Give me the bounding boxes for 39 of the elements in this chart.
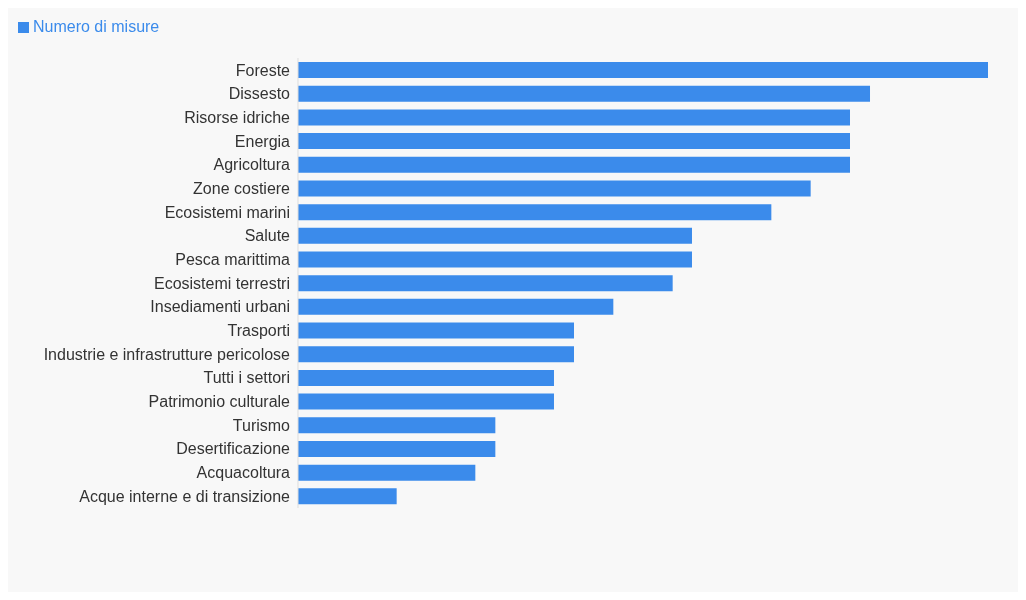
legend-label: Numero di misure — [33, 18, 160, 35]
bar — [298, 369, 554, 386]
y-tick-label: Ecosistemi terrestri — [153, 274, 290, 292]
bar — [298, 393, 554, 410]
y-tick-label: Turismo — [232, 416, 291, 434]
bar — [298, 440, 496, 457]
y-tick-label: Foreste — [235, 61, 291, 79]
y-tick-label: Energia — [234, 132, 291, 150]
y-tick-label: Risorse idriche — [184, 108, 291, 126]
bar — [298, 417, 496, 434]
bar — [298, 133, 850, 150]
bar — [298, 464, 476, 481]
bar — [298, 298, 614, 315]
bar — [298, 156, 850, 173]
y-tick-label: Agricoltura — [213, 156, 291, 174]
bar — [298, 85, 871, 102]
bar — [298, 488, 397, 505]
y-tick-label: Tutti i settori — [203, 369, 290, 387]
y-tick-label: Salute — [244, 227, 291, 245]
bar — [298, 204, 772, 221]
y-tick-label: Dissesto — [228, 85, 291, 103]
bar — [298, 62, 988, 79]
y-tick-label: Zone costiere — [193, 179, 291, 197]
y-tick-label: Industrie e infrastrutture pericolose — [43, 345, 291, 363]
y-tick-label: Insediamenti urbani — [150, 298, 290, 316]
bar — [298, 109, 850, 126]
bar — [298, 251, 692, 268]
y-tick-label: Patrimonio culturale — [148, 393, 291, 411]
bar — [298, 180, 811, 197]
y-tick-label: Pesca marittima — [175, 251, 291, 268]
y-tick-label: Ecosistemi marini — [164, 203, 290, 221]
y-tick-label: Acquacoltura — [196, 464, 291, 482]
bar — [298, 275, 673, 292]
bar — [298, 322, 574, 339]
y-tick-label: Trasporti — [227, 322, 290, 340]
bar — [298, 346, 574, 363]
bar — [298, 227, 692, 244]
y-tick-label: Desertificazione — [176, 440, 291, 458]
y-tick-label: Acque interne e di transizione — [79, 487, 291, 505]
